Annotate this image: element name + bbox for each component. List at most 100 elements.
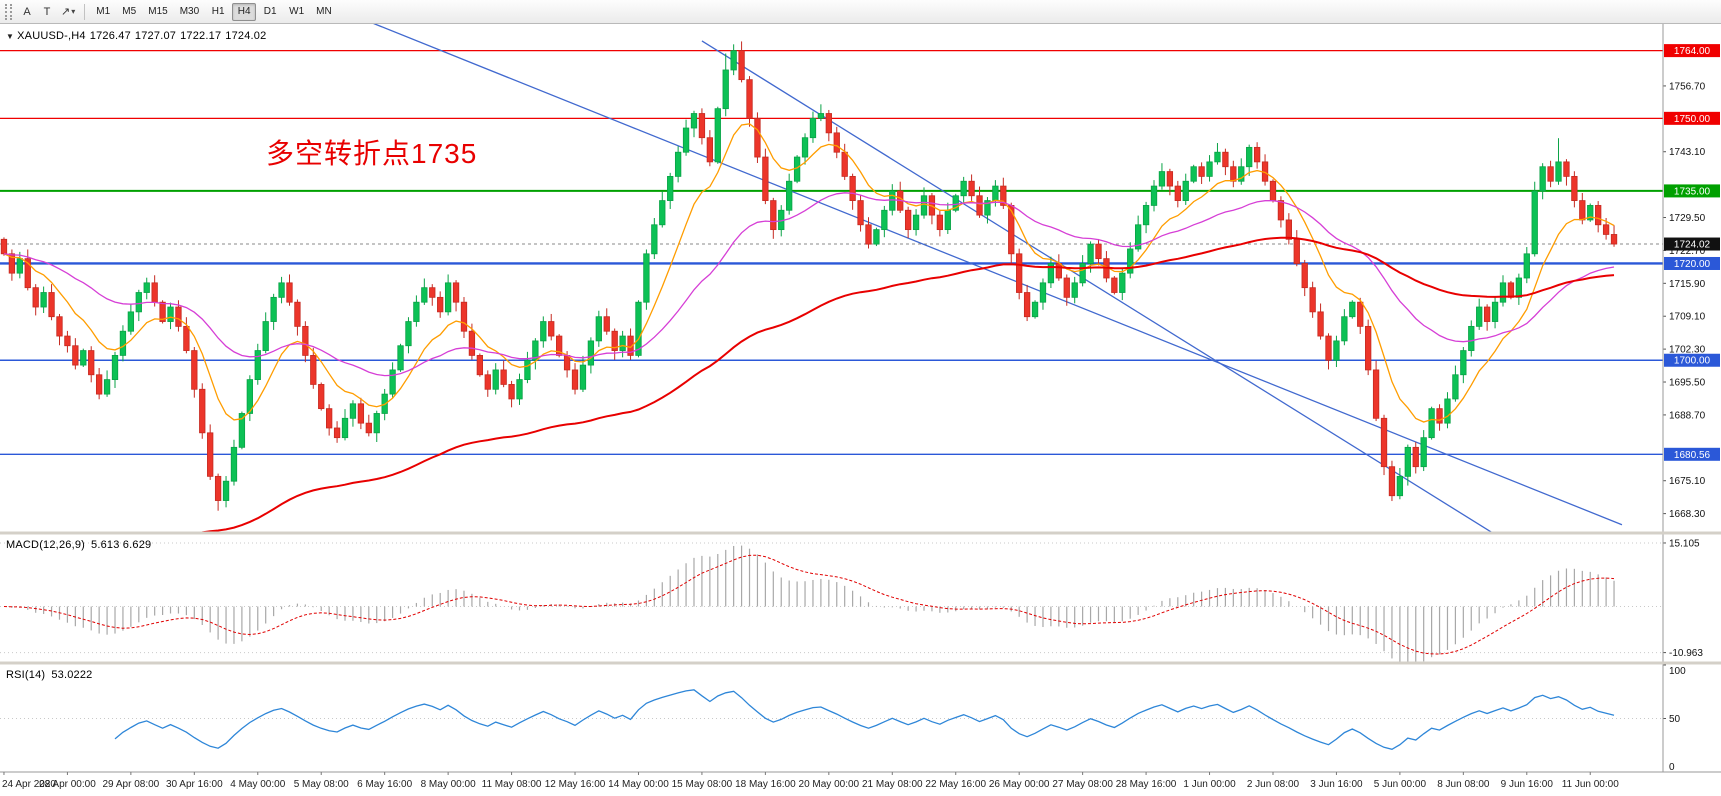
time-axis-label: 1 Jun 00:00 bbox=[1183, 779, 1236, 790]
time-axis-label: 12 May 16:00 bbox=[545, 779, 606, 790]
timeframe-button-mn[interactable]: MN bbox=[316, 6, 332, 17]
mid-ma-line bbox=[3, 192, 1615, 377]
candle-down bbox=[64, 335, 71, 347]
candle-down bbox=[849, 175, 856, 201]
candle-down bbox=[1412, 446, 1419, 468]
time-axis-label: 29 Apr 08:00 bbox=[103, 779, 160, 790]
macd-axis-label: 15.105 bbox=[1669, 538, 1700, 549]
candle-up bbox=[444, 282, 452, 313]
candle-down bbox=[460, 301, 468, 332]
toolbar-grip-icon[interactable] bbox=[5, 3, 12, 20]
candle-down bbox=[904, 209, 912, 231]
candle-up bbox=[1135, 224, 1142, 250]
candle-down bbox=[24, 258, 31, 289]
candle-down bbox=[865, 224, 872, 245]
timeframe-button-h4[interactable]: H4 bbox=[232, 2, 257, 21]
macd-axis-label: -10.963 bbox=[1669, 648, 1703, 659]
candle-down bbox=[151, 282, 158, 303]
candle-up bbox=[1555, 161, 1562, 182]
timeframe-buttons-group: M1 M5 M15 M30 H1 H4 D1 W1 MN bbox=[90, 2, 337, 21]
candle-up bbox=[722, 69, 729, 110]
timeframe-button-h1[interactable]: H1 bbox=[211, 6, 225, 17]
trendline-1[interactable] bbox=[369, 22, 1623, 526]
candle-up bbox=[405, 321, 412, 347]
chart-text-annotation[interactable]: 多空转折点1735 bbox=[266, 138, 478, 169]
candle-down bbox=[357, 403, 365, 424]
candle-up bbox=[135, 292, 142, 313]
candle-up bbox=[1468, 325, 1475, 351]
candle-up bbox=[1031, 301, 1039, 318]
price-line-badge: 1680.56 bbox=[1664, 447, 1720, 461]
candle-up bbox=[167, 306, 174, 322]
time-axis-label: 2 Jun 08:00 bbox=[1247, 779, 1300, 790]
rsi-axis-label: 100 bbox=[1669, 666, 1686, 677]
timeframe-button-m15[interactable]: M15 bbox=[148, 6, 168, 17]
candle-up bbox=[532, 340, 539, 361]
panel-splitter[interactable] bbox=[0, 531, 1721, 535]
candle-down bbox=[326, 408, 333, 429]
macd-indicator-name: MACD(12,26,9) bbox=[6, 539, 86, 551]
price-tick-label: 1722.70 bbox=[1669, 246, 1706, 257]
rsi-indicator-value: 53.0222 bbox=[51, 669, 93, 681]
time-axis-label: 15 May 08:00 bbox=[672, 779, 733, 790]
price-line-badge: 1750.00 bbox=[1664, 111, 1720, 125]
timeframe-button-w1[interactable]: W1 bbox=[289, 6, 305, 17]
time-axis-label: 14 May 00:00 bbox=[608, 779, 669, 790]
candle-up bbox=[1491, 301, 1499, 322]
candle-up bbox=[674, 151, 682, 177]
candle-down bbox=[214, 475, 222, 501]
candle-up bbox=[643, 253, 650, 303]
symbol-label: XAUUSD-,H4 bbox=[17, 30, 86, 42]
candle-up bbox=[651, 224, 658, 255]
time-axis-label: 5 Jun 00:00 bbox=[1374, 779, 1427, 790]
candle-down bbox=[1547, 166, 1554, 182]
candle-up bbox=[912, 214, 920, 231]
candle-up bbox=[801, 137, 809, 158]
candle-up bbox=[1182, 180, 1189, 201]
candle-down bbox=[286, 282, 293, 303]
price-tick-label: 1668.30 bbox=[1669, 509, 1706, 520]
timeframe-button-m5[interactable]: M5 bbox=[122, 6, 137, 17]
candle-up bbox=[714, 108, 721, 163]
candle-down bbox=[207, 432, 214, 477]
candle-up bbox=[254, 350, 261, 381]
time-axis-label: 20 May 00:00 bbox=[799, 779, 860, 790]
timeframe-button-m30[interactable]: M30 bbox=[179, 6, 200, 17]
candle-up bbox=[413, 301, 420, 322]
candle-up bbox=[944, 209, 951, 231]
time-axis-label: 8 May 00:00 bbox=[421, 779, 476, 790]
text-tool-button[interactable]: T bbox=[43, 5, 51, 18]
candle-up bbox=[397, 345, 404, 371]
candle-up bbox=[1190, 166, 1197, 182]
candle-down bbox=[294, 301, 301, 327]
timeframe-button-d1[interactable]: D1 bbox=[263, 6, 277, 17]
draw-arrow-tool-button[interactable]: ↗ ▾ bbox=[61, 6, 76, 18]
rsi-indicator-name: RSI(14) bbox=[6, 669, 46, 681]
candle-down bbox=[476, 355, 483, 376]
price-line-badge: 1720.00 bbox=[1664, 256, 1720, 270]
candle-up bbox=[222, 480, 230, 501]
timeframe-button-m1[interactable]: M1 bbox=[96, 6, 111, 17]
candle-down bbox=[191, 350, 198, 390]
time-axis-label: 26 May 00:00 bbox=[989, 779, 1050, 790]
candle-up bbox=[960, 180, 967, 197]
candle-down bbox=[936, 214, 944, 231]
panel-splitter[interactable] bbox=[0, 661, 1721, 665]
candle-up bbox=[40, 292, 47, 308]
candle-up bbox=[952, 195, 959, 211]
candle-down bbox=[484, 374, 491, 390]
chevron-down-icon[interactable]: ▾ bbox=[71, 7, 76, 16]
label-tool-button[interactable]: A bbox=[23, 5, 31, 18]
time-axis-label: 8 Jun 08:00 bbox=[1437, 779, 1490, 790]
candle-up bbox=[667, 175, 674, 201]
candle-down bbox=[175, 306, 182, 327]
candle-down bbox=[0, 238, 8, 255]
candle-down bbox=[1372, 369, 1380, 419]
candle-up bbox=[1452, 374, 1459, 400]
candle-down bbox=[56, 316, 63, 337]
trendline-2[interactable] bbox=[701, 40, 1495, 534]
chart-dropdown-icon[interactable]: ▼ bbox=[6, 32, 15, 41]
macd-signal-line bbox=[3, 554, 1615, 655]
